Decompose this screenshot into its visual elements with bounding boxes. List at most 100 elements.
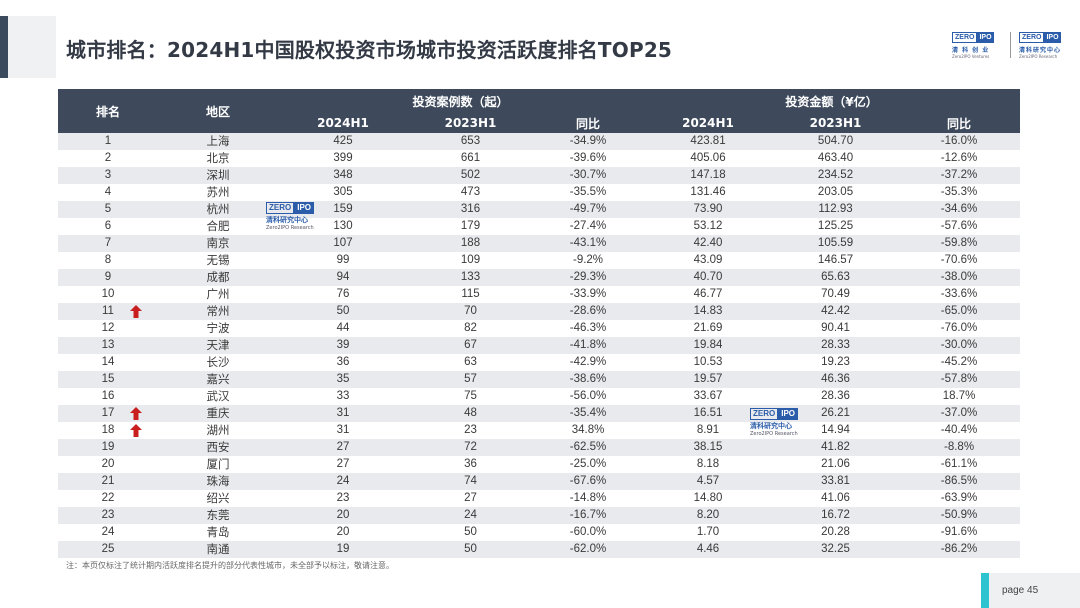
cell-city: 北京 <box>158 150 278 167</box>
cell-amount-2023h1: 28.36 <box>773 388 899 405</box>
cell-rank: 9 <box>58 269 158 286</box>
table-row: 23 东莞 20 24 -16.7% 8.20 16.72 -50.9% <box>58 507 1021 524</box>
cell-rank: 22 <box>58 490 158 507</box>
cell-cases-yoy: -28.6% <box>533 303 644 320</box>
header-cases-2023h1: 2023H1 <box>408 113 533 133</box>
page-accent-bar <box>981 573 989 608</box>
table-row: 8 无锡 99 109 -9.2% 43.09 146.57 -70.6% <box>58 252 1021 269</box>
cell-city: 东莞 <box>158 507 278 524</box>
cell-city: 广州 <box>158 286 278 303</box>
logo-cn-text: 清科研究中心 <box>1019 47 1062 54</box>
logo-en-text: Zero2IPO Research <box>266 225 314 231</box>
table-row: 7 南京 107 188 -43.1% 42.40 105.59 -59.8% <box>58 235 1021 252</box>
cell-rank: 1 <box>58 133 158 150</box>
cell-amount-2023h1: 14.94 <box>773 422 899 439</box>
cell-city: 南京 <box>158 235 278 252</box>
cell-rank: 3 <box>58 167 158 184</box>
cell-cases-yoy: -43.1% <box>533 235 644 252</box>
table-row: 12 宁波 44 82 -46.3% 21.69 90.41 -76.0% <box>58 320 1021 337</box>
header-amount-2024h1: 2024H1 <box>643 113 774 133</box>
cell-cases-yoy: -33.9% <box>533 286 644 303</box>
cell-city: 上海 <box>158 133 278 150</box>
cell-amount-yoy: -38.0% <box>898 269 1021 286</box>
cell-cases-yoy: -27.4% <box>533 218 644 235</box>
cell-cases-yoy: -49.7% <box>533 201 644 218</box>
header-amount-group: 投资金额（¥亿） <box>643 89 1021 113</box>
cell-amount-2023h1: 146.57 <box>773 252 899 269</box>
cell-amount-2023h1: 41.06 <box>773 490 899 507</box>
cell-cases-yoy: -60.0% <box>533 524 644 541</box>
header-region: 地区 <box>158 89 278 133</box>
table-row: 2 北京 399 661 -39.6% 405.06 463.40 -12.6% <box>58 150 1021 167</box>
cell-amount-2024h1: 46.77 <box>643 286 774 303</box>
cell-cases-2023h1: 23 <box>408 422 533 439</box>
cell-amount-2024h1: 8.18 <box>643 456 774 473</box>
cell-rank: 12 <box>58 320 158 337</box>
cell-cases-2024h1: 399 <box>278 150 408 167</box>
cell-cases-2023h1: 74 <box>408 473 533 490</box>
cell-city: 长沙 <box>158 354 278 371</box>
cell-amount-yoy: -70.6% <box>898 252 1021 269</box>
table-row: 4 苏州 305 473 -35.5% 131.46 203.05 -35.3% <box>58 184 1021 201</box>
zero2ipo-research-logo: ZERO IPO 清科研究中心 Zero2IPO Research <box>1019 32 1069 59</box>
cell-cases-2023h1: 70 <box>408 303 533 320</box>
cell-amount-2023h1: 32.25 <box>773 541 899 558</box>
table-row: 3 深圳 348 502 -30.7% 147.18 234.52 -37.2% <box>58 167 1021 184</box>
page-number-box <box>989 573 1080 608</box>
logo-zero-text: ZERO <box>266 202 295 214</box>
cell-amount-yoy: -34.6% <box>898 201 1021 218</box>
cell-city: 青岛 <box>158 524 278 541</box>
rank-up-arrow-icon <box>130 424 142 437</box>
cell-amount-2023h1: 234.52 <box>773 167 899 184</box>
logo-cn-text: 清科研究中心 <box>266 216 308 224</box>
cell-cases-2024h1: 50 <box>278 303 408 320</box>
logo-divider <box>1010 32 1011 58</box>
cell-cases-yoy: -34.9% <box>533 133 644 150</box>
logo-zero-text: ZERO <box>750 408 779 420</box>
cell-rank: 24 <box>58 524 158 541</box>
cell-cases-2023h1: 109 <box>408 252 533 269</box>
cell-cases-yoy: -62.0% <box>533 541 644 558</box>
cell-rank: 13 <box>58 337 158 354</box>
cell-city: 重庆 <box>130 405 278 422</box>
cell-cases-2023h1: 57 <box>408 371 533 388</box>
cell-rank: 19 <box>58 439 158 456</box>
cell-rank: 21 <box>58 473 158 490</box>
cell-cases-yoy: -67.6% <box>533 473 644 490</box>
cell-cases-yoy: -29.3% <box>533 269 644 286</box>
rank-up-arrow-icon <box>130 407 142 420</box>
logo-ipo-text: IPO <box>778 408 799 420</box>
cell-amount-yoy: 18.7% <box>898 388 1021 405</box>
table-row: 19 西安 27 72 -62.5% 38.15 41.82 -8.8% <box>58 439 1021 456</box>
cell-amount-2023h1: 26.21 <box>773 405 899 422</box>
cell-cases-2023h1: 48 <box>408 405 533 422</box>
cell-amount-2023h1: 42.42 <box>773 303 899 320</box>
cell-cases-2024h1: 31 <box>278 405 408 422</box>
cell-amount-2023h1: 20.28 <box>773 524 899 541</box>
table-row: 17 重庆 31 48 -35.4% 16.51 26.21 -37.0% <box>58 405 1021 422</box>
cell-amount-2023h1: 41.82 <box>773 439 899 456</box>
cell-cases-2024h1: 305 <box>278 184 408 201</box>
cell-cases-yoy: -38.6% <box>533 371 644 388</box>
page-number: page 45 <box>1002 585 1039 596</box>
cell-amount-2024h1: 147.18 <box>643 167 774 184</box>
logo-zero-text: ZERO <box>952 32 978 43</box>
cell-cases-2024h1: 44 <box>278 320 408 337</box>
cell-amount-yoy: -57.8% <box>898 371 1021 388</box>
cell-amount-2023h1: 504.70 <box>773 133 899 150</box>
cell-rank: 8 <box>58 252 158 269</box>
header-cases-group: 投资案例数（起） <box>278 89 644 113</box>
cell-amount-2024h1: 14.80 <box>643 490 774 507</box>
cell-cases-yoy: -35.5% <box>533 184 644 201</box>
cell-cases-yoy: -25.0% <box>533 456 644 473</box>
cell-amount-yoy: -35.3% <box>898 184 1021 201</box>
cell-amount-yoy: -12.6% <box>898 150 1021 167</box>
table-row: 25 南通 19 50 -62.0% 4.46 32.25 -86.2% <box>58 541 1021 558</box>
cell-amount-yoy: -86.5% <box>898 473 1021 490</box>
cell-cases-2024h1: 24 <box>278 473 408 490</box>
cell-cases-2024h1: 20 <box>278 524 408 541</box>
rank-up-arrow-icon <box>130 305 142 318</box>
logo-en-text: Zero2IPO Research <box>1019 54 1058 59</box>
cell-rank: 4 <box>58 184 158 201</box>
cell-amount-2024h1: 10.53 <box>643 354 774 371</box>
